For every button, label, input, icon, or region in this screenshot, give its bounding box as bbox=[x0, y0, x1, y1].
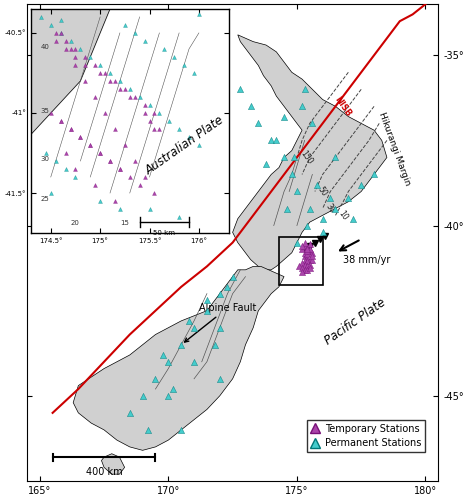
Point bbox=[332, 204, 339, 212]
Point bbox=[306, 246, 314, 254]
Point bbox=[319, 228, 326, 236]
Point bbox=[319, 214, 326, 222]
Point bbox=[288, 170, 295, 178]
Point bbox=[308, 256, 316, 264]
Point bbox=[203, 296, 211, 304]
Point bbox=[203, 306, 211, 314]
Point bbox=[298, 102, 306, 110]
Text: Hikurangi Margin: Hikurangi Margin bbox=[377, 111, 411, 186]
Point bbox=[306, 240, 314, 248]
Polygon shape bbox=[102, 454, 124, 474]
Text: Pacific Plate: Pacific Plate bbox=[322, 296, 388, 348]
Point bbox=[306, 204, 314, 212]
Polygon shape bbox=[73, 266, 284, 450]
Point bbox=[301, 266, 308, 274]
Point bbox=[262, 160, 270, 168]
Point bbox=[303, 254, 311, 262]
Point bbox=[303, 258, 311, 266]
Point bbox=[332, 154, 339, 162]
Text: NISB: NISB bbox=[333, 95, 353, 118]
Point bbox=[247, 102, 255, 110]
Point bbox=[152, 375, 159, 383]
Point bbox=[327, 194, 334, 202]
Point bbox=[301, 242, 308, 250]
Point bbox=[296, 262, 303, 270]
Polygon shape bbox=[233, 35, 387, 270]
Text: 38 mm/yr: 38 mm/yr bbox=[343, 255, 391, 265]
Point bbox=[306, 264, 314, 272]
Point bbox=[301, 86, 308, 94]
Point bbox=[139, 392, 146, 400]
Point bbox=[298, 242, 306, 250]
Point bbox=[370, 170, 378, 178]
Text: 50: 50 bbox=[316, 185, 329, 198]
Point bbox=[298, 246, 306, 254]
Point bbox=[255, 120, 262, 128]
Point bbox=[301, 252, 308, 260]
Point bbox=[216, 290, 224, 298]
Point bbox=[267, 136, 275, 144]
Point bbox=[126, 409, 133, 417]
Point bbox=[303, 247, 311, 255]
Point bbox=[272, 136, 280, 144]
Point bbox=[165, 358, 172, 366]
Text: 30: 30 bbox=[324, 202, 337, 215]
Point bbox=[301, 258, 308, 266]
Point bbox=[308, 120, 316, 128]
Point bbox=[283, 204, 290, 212]
Point bbox=[224, 283, 231, 291]
Point bbox=[293, 188, 300, 196]
Point bbox=[358, 180, 365, 188]
Point bbox=[177, 340, 185, 348]
Point bbox=[160, 351, 167, 359]
Point bbox=[165, 392, 172, 400]
Point bbox=[185, 317, 193, 325]
Point bbox=[190, 358, 198, 366]
Point bbox=[306, 247, 314, 255]
Point bbox=[303, 244, 311, 252]
Point bbox=[229, 272, 236, 280]
Point bbox=[303, 266, 311, 274]
Point bbox=[303, 250, 311, 258]
Point bbox=[216, 375, 224, 383]
Point bbox=[306, 256, 314, 264]
Point bbox=[298, 268, 306, 276]
Point bbox=[170, 385, 177, 393]
Point bbox=[303, 246, 311, 254]
Legend: Temporary Stations, Permanent Stations: Temporary Stations, Permanent Stations bbox=[307, 420, 425, 452]
Point bbox=[280, 154, 288, 162]
Point bbox=[301, 238, 308, 246]
Point bbox=[211, 340, 219, 348]
Text: 400 km: 400 km bbox=[86, 468, 122, 477]
Point bbox=[216, 324, 224, 332]
Text: 150: 150 bbox=[298, 149, 314, 166]
Point bbox=[298, 264, 306, 272]
Point bbox=[291, 154, 298, 162]
Text: Australian Plate: Australian Plate bbox=[143, 114, 226, 178]
Text: Alpine Fault: Alpine Fault bbox=[184, 302, 256, 342]
Point bbox=[301, 260, 308, 268]
Point bbox=[293, 238, 300, 246]
Point bbox=[237, 86, 244, 94]
Point bbox=[308, 252, 316, 260]
Point bbox=[344, 194, 352, 202]
Point bbox=[314, 180, 321, 188]
Point bbox=[280, 112, 288, 120]
Point bbox=[298, 259, 306, 267]
Point bbox=[303, 222, 311, 230]
Point bbox=[303, 262, 311, 270]
Bar bbox=[279, 238, 322, 285]
Point bbox=[177, 426, 185, 434]
Point bbox=[144, 426, 152, 434]
Point bbox=[301, 249, 308, 257]
Point bbox=[308, 249, 316, 257]
Point bbox=[306, 260, 314, 268]
Point bbox=[350, 214, 357, 222]
Text: 10: 10 bbox=[337, 209, 350, 222]
Point bbox=[190, 324, 198, 332]
